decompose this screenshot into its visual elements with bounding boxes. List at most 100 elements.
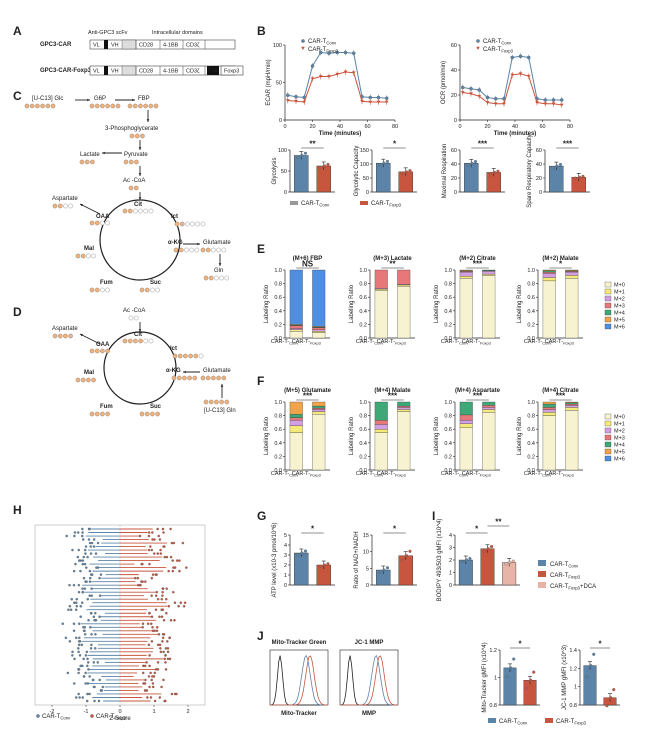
x-tick-label: 2 [186,709,189,715]
x-tick-label: 1 [152,709,155,715]
carbon-chain [127,103,159,109]
y-tick-label: 0.4 [274,309,282,315]
legend-swatch-conv [488,718,496,723]
point-conv [94,647,97,650]
histogram-title: JC-1 MMP [355,640,384,646]
point-foxp3 [177,604,180,608]
stack-segment [482,269,496,271]
stack-segment [459,269,473,271]
carbon-atom [52,333,58,339]
point-conv [82,576,86,580]
point-foxp3 [168,636,171,640]
replicate-dot [382,161,386,165]
construct-box [89,39,236,50]
carbon-atom [205,375,211,381]
carbon-atom [195,221,201,227]
point-foxp3 [179,601,183,604]
carbon-chain [200,375,227,381]
replicate-dot [322,164,327,168]
replicate-dot [504,562,508,566]
replicate-dot [551,166,555,170]
carbon-atom [68,203,73,209]
data-point [485,101,490,105]
y-tick-label: 100 [360,162,369,168]
point-conv [92,661,96,664]
point-foxp3 [175,692,178,696]
stack-segment [312,269,326,327]
point-foxp3 [144,678,147,682]
carbon-atom [52,203,58,209]
carbon-atom [194,247,200,253]
chart-title: (M+3) Lactate [373,256,412,262]
data-point [294,95,298,99]
carbon-atom [24,103,30,109]
point-foxp3 [161,633,165,636]
y-tick-label: 0.0 [444,336,452,342]
point-foxp3 [150,548,154,552]
stack-segment [482,271,496,275]
carbon-atom [193,353,199,359]
legend-j: CAR-TConv CAR-TFoxp3 [488,718,587,726]
stack-segment [374,290,388,339]
sig-mark: ** [389,260,396,269]
stack-segment [459,423,473,428]
replicate-dot [404,170,409,174]
stack-segment [397,269,411,285]
replicate-dot [589,664,593,668]
point-foxp3 [173,566,177,569]
carbon-chain [24,103,56,109]
y-axis-label: Labeling Ratio [349,416,355,455]
point-foxp3 [159,650,163,654]
legend-swatch [604,427,612,434]
carbon-chain [171,375,198,381]
point-conv [65,534,68,538]
y-tick-label: 0.6 [527,295,535,301]
y-tick-label: 1 [574,685,577,691]
y-tick-label: 0.8 [274,414,282,420]
replicate-dot [408,169,412,173]
panel-a: Anti-GPC3 scFv Intracellular domains GPC3-… [40,30,244,76]
y-axis-label: ATP level (x10-3 pmol/10^6) [272,523,278,598]
stack-segment [312,401,326,407]
replicate-dot [473,160,478,164]
point-conv [86,682,90,685]
arrow-head [138,197,142,200]
stack-segment [397,411,411,471]
signal-block [104,66,108,75]
lactate-label: Lactate [80,152,100,158]
arrow-line [79,333,101,345]
point-conv [89,647,93,650]
y-tick-label: 20 [451,176,457,182]
point-conv [98,594,102,597]
group-label: CAR-T-Conv [524,471,551,478]
legend-i-foxp3: CAR-TFoxp3 [550,573,581,580]
point-foxp3 [161,640,164,643]
y-tick-label: 0.2 [359,454,367,460]
legend-foxp3-bar: CAR-TFoxp3 [371,201,402,208]
carbon-atom [57,333,63,339]
point-foxp3 [162,545,165,548]
cd3-label: CD3ζ [186,69,200,75]
carbon-atom [148,208,154,214]
stack-segment [542,277,556,282]
carbon-atom [89,411,95,417]
point-foxp3 [141,671,145,675]
legend-label: M+3 [614,436,625,442]
sig-mark: * [311,525,315,534]
stack-segment [312,329,326,332]
chart-J-jc1: 0.8 1 1.2 1.4JC-1 MMP gMFI (x10^3) * [562,640,620,710]
group-label: CAR-T-Conv [441,471,468,478]
carbon-atom [144,287,150,293]
data-point [469,87,473,91]
carbon-atom [105,220,110,226]
legend-swatch-conv [290,201,298,205]
carbon-atom [133,315,139,321]
point-foxp3 [173,601,177,604]
arrow-head [138,147,142,150]
carbon-atom [123,159,129,165]
point-conv [81,531,84,534]
carbon-atom [122,338,128,344]
data-point [294,99,298,104]
